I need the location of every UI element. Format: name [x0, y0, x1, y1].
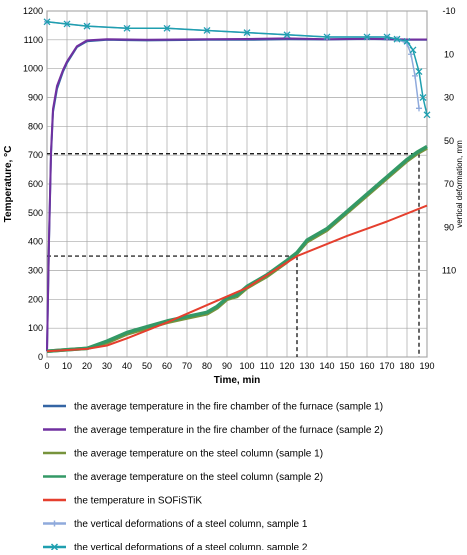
y-tick-label: 600 [28, 179, 43, 189]
x-tick-label: 30 [102, 361, 112, 371]
x-tick-label: 120 [279, 361, 294, 371]
series-point-7 [203, 27, 211, 34]
y2-tick-label: -10 [442, 6, 455, 16]
y-tick-label: 200 [28, 294, 43, 304]
x-tick-label: 130 [299, 361, 314, 371]
y2-tick-label: 70 [444, 179, 454, 189]
x-tick-label: 80 [202, 361, 212, 371]
y-tick-label: 900 [28, 93, 43, 103]
x-tick-label: 90 [222, 361, 232, 371]
x-axis-title: Time, min [214, 375, 261, 386]
series-point-7 [163, 24, 171, 32]
x-tick-label: 190 [419, 361, 434, 371]
y-axis-title: Temperature, °C [3, 146, 14, 223]
legend: the average temperature in the fire cham… [43, 402, 383, 554]
legend-marker [51, 520, 58, 527]
y2-axis-title: vertical deformation, mm [455, 140, 464, 228]
x-tick-label: 60 [162, 361, 172, 371]
x-tick-label: 110 [260, 361, 274, 371]
x-tick-label: 40 [122, 361, 132, 371]
y-tick-label: 400 [28, 237, 43, 247]
y2-tick-label: 110 [442, 266, 456, 276]
x-tick-label: 0 [44, 361, 49, 371]
x-tick-label: 100 [239, 361, 254, 371]
series-point-7 [403, 37, 411, 45]
series-point-6 [416, 105, 422, 112]
legend-label-4: the average temperature on the steel col… [74, 472, 323, 483]
series-point-7 [63, 20, 71, 28]
reference-lines [47, 153, 420, 357]
x-tick-label: 50 [142, 361, 152, 371]
legend-label-1: the average temperature in the fire cham… [74, 402, 383, 413]
y-tick-label: 300 [28, 266, 43, 276]
series-point-7 [43, 18, 51, 26]
series-layer [43, 18, 431, 353]
legend-label-6: the vertical deformations of a steel col… [74, 519, 308, 530]
series-point-7 [283, 31, 291, 39]
series-point-7 [415, 68, 423, 76]
x-tick-label: 160 [359, 361, 374, 371]
legend-marker [50, 543, 59, 551]
series-line-2 [46, 37, 427, 352]
axis-titles: Time, min Temperature, °C vertical defor… [3, 140, 464, 386]
x-tick-label: 180 [399, 361, 414, 371]
x-tick-label: 150 [339, 361, 354, 371]
y-tick-label: 1100 [24, 35, 43, 45]
y-tick-label: 1000 [23, 64, 43, 74]
series-point-7 [383, 33, 391, 41]
series-point-7 [419, 94, 427, 101]
series-point-7 [363, 33, 371, 41]
legend-label-7: the vertical deformations of a steel col… [74, 543, 308, 551]
y-tick-label: 0 [38, 352, 43, 362]
series-line-5 [46, 204, 428, 353]
series-point-7 [423, 111, 431, 119]
y2-tick-label: 50 [444, 136, 454, 146]
y-tick-label: 100 [28, 323, 43, 333]
axis-ticks: 0 10 20 30 40 50 60 70 80 90 100 110 120 130 140 150 160… [23, 6, 456, 371]
y2-tick-label: 30 [444, 93, 454, 103]
y2-tick-label: 90 [444, 222, 454, 232]
y-tick-label: 800 [28, 121, 43, 131]
y-tick-label: 700 [28, 150, 43, 160]
y-tick-label: 500 [28, 208, 43, 218]
x-tick-label: 170 [379, 361, 394, 371]
y2-tick-label: 10 [444, 49, 454, 59]
series-point-7 [409, 46, 417, 54]
series-point-6 [412, 72, 418, 79]
series-point-7 [83, 22, 91, 30]
legend-label-3: the average temperature on the steel col… [74, 449, 323, 460]
x-tick-label: 70 [182, 361, 192, 371]
legend-label-5: the temperature in SOFiSTiK [74, 496, 202, 507]
series-point-7 [393, 35, 401, 43]
series-point-7 [323, 33, 331, 41]
series-point-7 [243, 29, 251, 37]
legend-label-2: the average temperature in the fire cham… [74, 425, 383, 436]
x-tick-label: 10 [62, 361, 72, 371]
series-point-7 [123, 24, 131, 32]
y-tick-label: 1200 [23, 6, 43, 16]
x-tick-label: 140 [319, 361, 334, 371]
x-tick-label: 20 [82, 361, 92, 371]
